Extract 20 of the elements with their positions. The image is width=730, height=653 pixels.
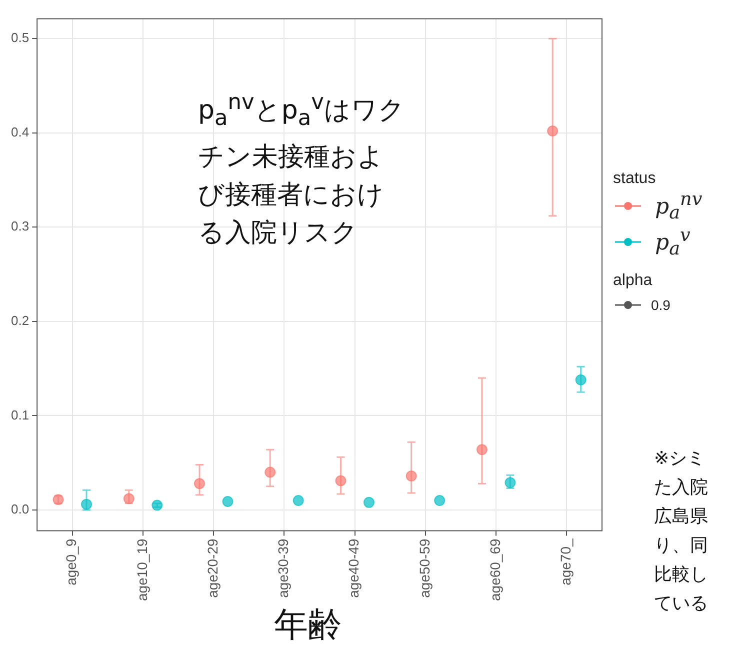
x-tick-label: age10_19 — [134, 538, 150, 602]
x-tick-label: age70_ — [558, 538, 574, 586]
legend-title: status — [613, 170, 657, 188]
x-tick-label: age50-59 — [416, 538, 432, 598]
x-tick-label: age40-49 — [346, 538, 362, 598]
y-tick-label: 0.0 — [10, 502, 30, 517]
y-tick-label: 0.1 — [10, 407, 30, 422]
x-tick-label: age30-39 — [275, 538, 292, 598]
x-tick-label: age0_9 — [63, 538, 80, 586]
y-tick-label: 0.5 — [10, 30, 30, 46]
y-tick-label: 0.2 — [10, 313, 30, 328]
x-axis-title: 年齢 — [273, 605, 343, 645]
text: alpha — [613, 272, 654, 290]
y-tick-label: 0.3 — [10, 218, 30, 234]
text: 0.9 — [651, 297, 670, 313]
x-tick-label: age60_69 — [486, 538, 503, 602]
x-tick-label: age20-29 — [204, 538, 220, 598]
text: p$_{a}$$^{nv}$とp$_{a}$$^{v}$はワクチン未接種および接種者における入院リスク — [198, 90, 405, 248]
text: ※シミた入院広島県り、同比較している — [654, 447, 709, 616]
y-tick-label: 0.4 — [10, 124, 30, 140]
